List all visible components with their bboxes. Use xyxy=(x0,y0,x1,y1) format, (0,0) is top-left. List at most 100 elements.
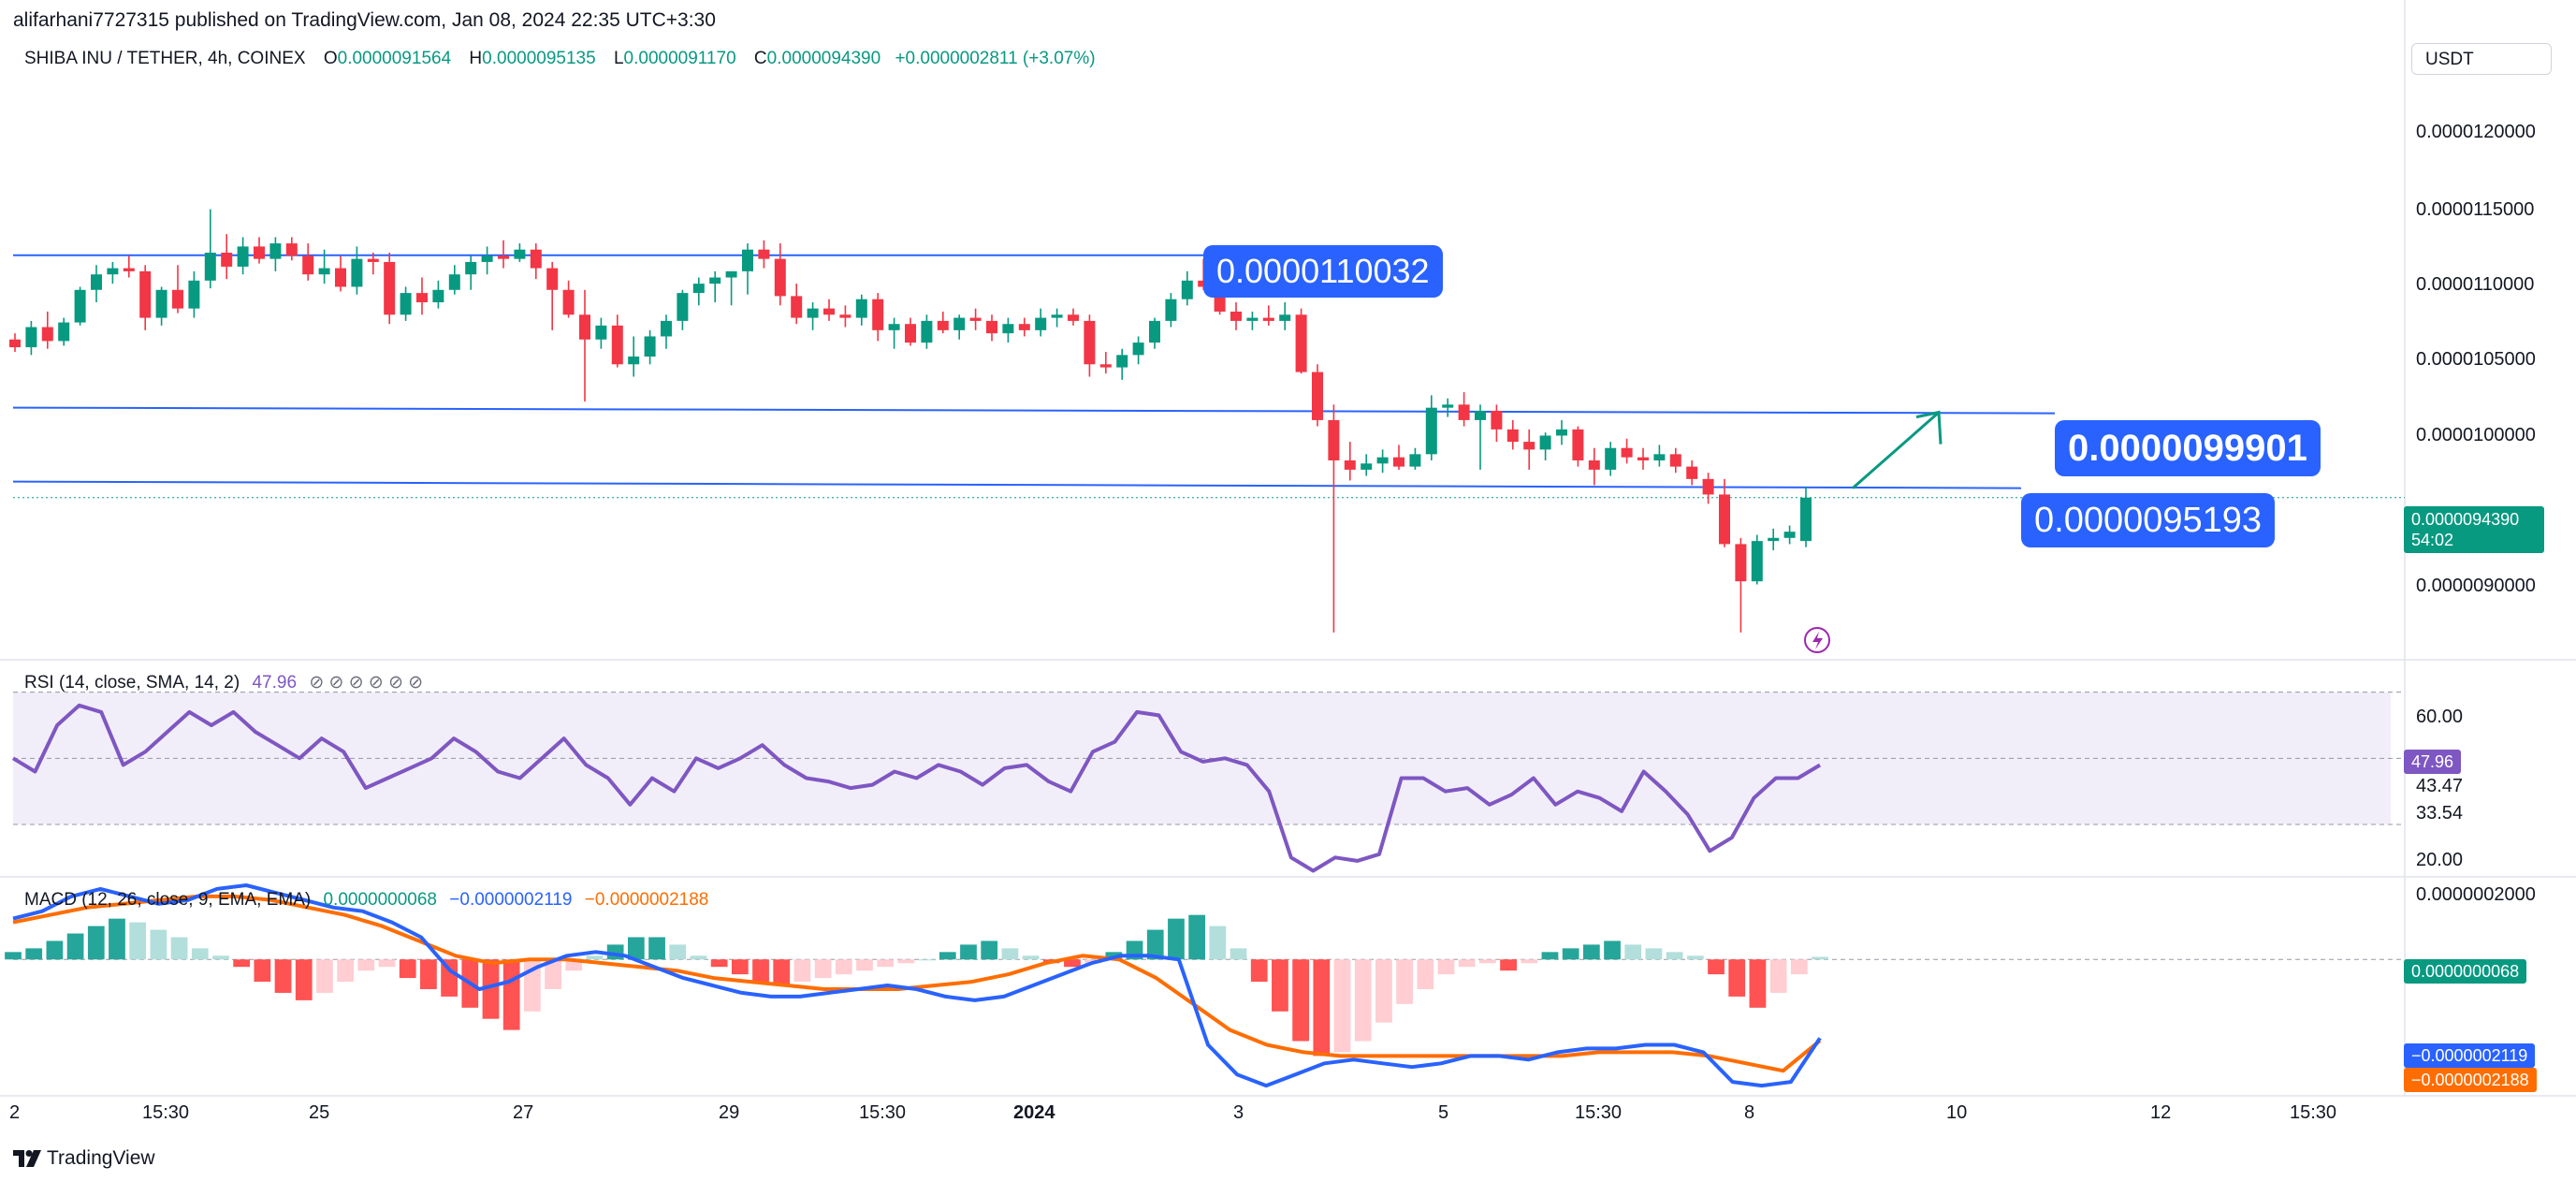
macd-histogram-bar xyxy=(316,959,333,993)
rsi-label[interactable]: RSI (14, close, SMA, 14, 2) xyxy=(24,673,240,693)
macd-histogram-bar xyxy=(1333,959,1351,1053)
candle-body xyxy=(1376,457,1389,464)
macd-histogram-bar xyxy=(502,959,520,1030)
candle-body xyxy=(498,255,509,259)
level-line-mid xyxy=(12,406,2056,415)
symbol-title[interactable]: SHIBA INU / TETHER, 4h, COINEX xyxy=(24,49,306,68)
macd-histogram-bar xyxy=(1686,955,1704,960)
candle-body xyxy=(1458,404,1470,420)
macd-hist-value: 0.0000000068 xyxy=(323,890,437,910)
low-label: L xyxy=(613,49,624,68)
projection-arrow-head xyxy=(1915,410,1943,445)
macd-histogram-bar xyxy=(1375,959,1392,1023)
candle-body xyxy=(1442,404,1454,408)
candle-body xyxy=(1328,419,1340,460)
macd-histogram-bar xyxy=(129,922,147,960)
macd-histogram-bar xyxy=(420,959,437,989)
candle-body xyxy=(318,268,330,275)
macd-histogram-bar xyxy=(1313,959,1331,1057)
candle-body xyxy=(1735,544,1747,582)
candle-body xyxy=(1279,314,1291,321)
macd-histogram-bar xyxy=(378,959,396,968)
rsi-band-label: 43.47 xyxy=(2416,776,2464,796)
time-axis-label: 8 xyxy=(1744,1102,1755,1123)
candle-body xyxy=(1637,457,1649,460)
candle-body xyxy=(579,314,590,340)
candle-body xyxy=(1669,454,1681,467)
candle-body xyxy=(1686,466,1698,479)
macd-histogram-bar xyxy=(357,959,375,971)
high-label: H xyxy=(469,49,483,68)
macd-line xyxy=(12,883,1822,1088)
rsi-axis-label: 60.00 xyxy=(2416,707,2464,727)
candle-body xyxy=(107,268,119,275)
candle-body xyxy=(1768,537,1780,542)
candle-body xyxy=(9,339,21,348)
macd-histogram-bar xyxy=(274,959,292,993)
candle-body xyxy=(1719,494,1730,545)
time-axis-label: 29 xyxy=(719,1102,740,1123)
brand-name: TradingView xyxy=(47,1147,155,1169)
level-label-top[interactable]: 0.0000110032 xyxy=(1203,245,1443,298)
time-axis-label: 2 xyxy=(9,1102,21,1123)
macd-axis-label: 0.0000002000 xyxy=(2416,884,2536,905)
candle-body xyxy=(1132,343,1144,356)
macd-histogram-bar xyxy=(1188,914,1206,960)
candle-body xyxy=(1425,407,1437,455)
macd-histogram-bar xyxy=(545,959,561,989)
candle-body xyxy=(335,268,346,287)
time-axis-label: 2024 xyxy=(1013,1102,1055,1123)
macd-histogram-bar xyxy=(627,937,645,960)
candle-body xyxy=(872,299,884,330)
candle-body xyxy=(1621,447,1633,458)
open-value: 0.0000091564 xyxy=(337,49,452,68)
currency-selector[interactable]: USDT xyxy=(2411,43,2552,75)
macd-histogram-bar xyxy=(897,959,915,964)
macd-histogram-bar xyxy=(1624,944,1642,960)
candle-body xyxy=(1491,410,1503,430)
time-axis-label: 12 xyxy=(2150,1102,2172,1123)
candle-body xyxy=(611,325,623,365)
macd-histogram-bar xyxy=(1064,959,1081,968)
rsi-value-tag: 47.96 xyxy=(2404,750,2462,774)
macd-histogram-bar xyxy=(918,959,936,961)
candle-body xyxy=(1393,457,1404,467)
macd-histogram-bar xyxy=(1749,959,1767,1008)
symbol-legend: SHIBA INU / TETHER, 4h, COINEX O0.000009… xyxy=(24,49,1096,69)
candle-body xyxy=(1751,541,1763,582)
candle-body xyxy=(1035,317,1047,330)
macd-histogram-bar xyxy=(690,955,707,960)
candle-body xyxy=(1181,280,1193,299)
candle-body xyxy=(188,280,200,309)
candle-body xyxy=(1262,317,1274,321)
macd-label[interactable]: MACD (12, 26, close, 9, EMA, EMA) xyxy=(24,890,312,910)
macd-histogram-bar xyxy=(939,952,956,960)
macd-histogram-bar xyxy=(1812,956,1828,960)
macd-histogram-bar xyxy=(856,959,873,971)
candle-body xyxy=(139,270,152,318)
candle-body xyxy=(1783,532,1796,538)
macd-histogram-bar xyxy=(109,918,125,960)
macd-histogram-bar xyxy=(1230,948,1247,960)
candle-body xyxy=(953,317,966,330)
last-price-tag: 0.0000094390 54:02 xyxy=(2404,506,2544,553)
macd-histogram-bar xyxy=(1541,952,1559,960)
macd-line-value: −0.0000002119 xyxy=(449,890,573,910)
macd-histogram-bar xyxy=(1250,959,1268,983)
macd-histogram-bar xyxy=(731,959,749,975)
candle-body xyxy=(628,357,640,365)
candle-body xyxy=(1312,372,1323,420)
macd-histogram-bar xyxy=(66,933,84,960)
candle-body xyxy=(448,274,460,290)
macd-histogram-bar xyxy=(46,940,64,960)
level-label-mid[interactable]: 0.0000099901 xyxy=(2055,420,2321,476)
candle-body xyxy=(546,268,559,290)
candle-body xyxy=(172,289,183,309)
candle-body xyxy=(839,314,851,318)
level-label-low[interactable]: 0.0000095193 xyxy=(2021,493,2276,547)
tradingview-brand[interactable]: TradingView xyxy=(13,1145,155,1172)
macd-signal-value: −0.0000002188 xyxy=(584,890,709,910)
candle-body xyxy=(1475,410,1486,420)
rsi-placeholder-icons: ⊘ ⊘ ⊘ ⊘ ⊘ ⊘ xyxy=(309,673,424,693)
